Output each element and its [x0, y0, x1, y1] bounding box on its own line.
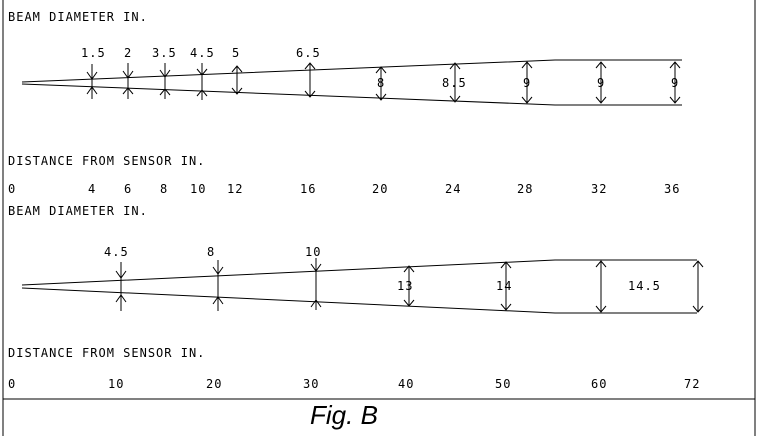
bottom-distance-tick: 20	[206, 377, 222, 391]
top-diameter-label: 8	[377, 76, 385, 90]
top-diameter-label: 9	[523, 76, 531, 90]
top-diameter-label: 4.5	[190, 46, 215, 60]
top-diameter-marker-9a	[521, 61, 533, 104]
top-diameter-marker-3.5	[159, 63, 171, 99]
top-beam-upper-edge	[21, 59, 682, 83]
top-diameter-label: 3.5	[152, 46, 177, 60]
bottom-distance-axis-title: DISTANCE FROM SENSOR IN.	[8, 346, 205, 360]
bottom-diameter-marker-13	[403, 265, 415, 307]
bottom-diameter-label: 14	[496, 279, 512, 293]
bottom-distance-tick: 40	[398, 377, 414, 391]
top-distance-tick: 36	[664, 182, 680, 196]
bottom-diameter-marker-14.5a	[595, 260, 607, 313]
top-distance-tick: 16	[300, 182, 316, 196]
bottom-diameter-marker-14	[500, 261, 512, 311]
top-diameter-marker-2	[122, 63, 134, 99]
top-beam-diameter-title: BEAM DIAMETER IN.	[8, 10, 148, 24]
bottom-diameter-marker-10	[310, 258, 322, 310]
top-diameter-marker-5	[231, 65, 243, 95]
bottom-diameter-marker-8	[212, 260, 224, 311]
top-diameter-label: 2	[124, 46, 132, 60]
top-distance-tick: 28	[517, 182, 533, 196]
top-diameter-marker-8	[375, 66, 387, 101]
figure-caption: Fig. B	[310, 400, 378, 430]
top-panel: BEAM DIAMETER IN.	[8, 10, 682, 196]
bottom-distance-tick: 10	[108, 377, 124, 391]
top-beam-lower-edge	[21, 83, 682, 106]
top-distance-tick: 24	[445, 182, 461, 196]
top-diameter-label: 6.5	[296, 46, 321, 60]
top-diameter-label: 5	[232, 46, 240, 60]
bottom-distance-tick: 50	[495, 377, 511, 391]
top-distance-tick: 0	[8, 182, 16, 196]
bottom-diameter-label: 8	[207, 245, 215, 259]
top-diameter-label: 1.5	[81, 46, 106, 60]
bottom-diameter-label: 4.5	[104, 245, 129, 259]
bottom-diameter-label: 10	[305, 245, 321, 259]
bottom-diameter-label: 13	[397, 279, 413, 293]
bottom-distance-tick: 60	[591, 377, 607, 391]
bottom-diameter-label: 14.5	[628, 279, 661, 293]
top-distance-axis-title: DISTANCE FROM SENSOR IN.	[8, 154, 205, 168]
top-diameter-marker-9c	[669, 61, 681, 104]
bottom-distance-tick: 30	[303, 377, 319, 391]
bottom-diameter-marker-4.5	[115, 262, 127, 311]
top-distance-tick: 4	[88, 182, 96, 196]
top-distance-tick: 12	[227, 182, 243, 196]
top-diameter-marker-8.5	[449, 62, 461, 103]
top-diameter-marker-9b	[595, 61, 607, 104]
top-diameter-label: 8.5	[442, 76, 467, 90]
top-distance-tick: 20	[372, 182, 388, 196]
bottom-distance-tick: 0	[8, 377, 16, 391]
top-diameter-label: 9	[671, 76, 679, 90]
top-diameter-marker-6.5	[304, 62, 316, 98]
bottom-beam-upper-edge	[21, 259, 697, 286]
top-distance-tick: 10	[190, 182, 206, 196]
top-diameter-marker-4.5	[196, 63, 208, 100]
bottom-beam-lower-edge	[21, 287, 697, 314]
bottom-panel: BEAM DIAMETER IN.	[8, 204, 704, 391]
bottom-diameter-marker-14.5b	[692, 260, 704, 313]
top-diameter-marker-1.5	[86, 64, 98, 99]
top-distance-tick: 6	[124, 182, 132, 196]
top-diameter-label: 9	[597, 76, 605, 90]
bottom-beam-diameter-title: BEAM DIAMETER IN.	[8, 204, 148, 218]
top-distance-tick: 32	[591, 182, 607, 196]
top-distance-tick: 8	[160, 182, 168, 196]
bottom-distance-tick: 72	[684, 377, 700, 391]
